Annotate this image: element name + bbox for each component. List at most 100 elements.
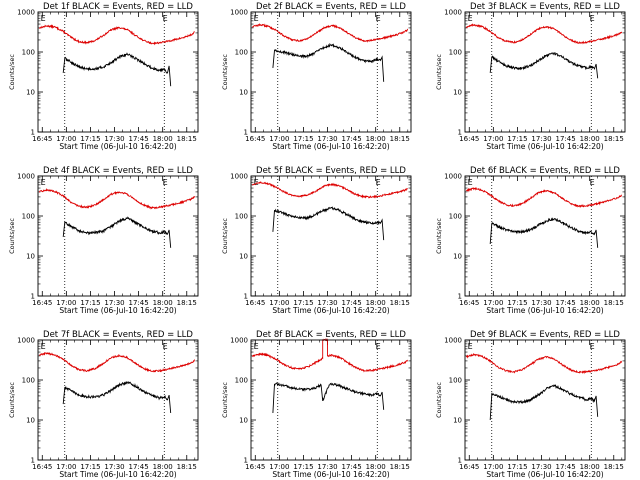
- x-tick-label: 18:00: [580, 463, 600, 471]
- y-axis-label: Counts/sec: [221, 382, 229, 418]
- x-tick-label: 17:30: [104, 463, 124, 471]
- flag-marker: E: [468, 178, 473, 187]
- panel-det-4: Det 4f BLACK = Events, RED = LLD 1 10 100 10…: [8, 166, 199, 315]
- y-tick-label: 10: [26, 89, 35, 97]
- events-rate-line: [62, 381, 172, 414]
- x-axis-label: Start Time (06-Jul-10 16:42:20): [272, 470, 389, 479]
- plot-frame: [37, 175, 199, 297]
- plot-frame: [250, 11, 412, 133]
- panel-title: Det 4f BLACK = Events, RED = LLD: [43, 166, 193, 176]
- plot-frame: [464, 175, 626, 297]
- flag-marker: E: [468, 14, 473, 23]
- y-tick-label: 1000: [444, 173, 462, 181]
- panel-det-2: Det 2f BLACK = Events, RED = LLD 1 10 100 10…: [221, 2, 412, 151]
- x-tick-label: 18:00: [580, 299, 600, 307]
- x-tick-label: 17:30: [104, 299, 124, 307]
- lld-rate-line: [251, 338, 408, 373]
- x-tick-label: 17:00: [483, 463, 503, 471]
- panel-title: Det 3f BLACK = Events, RED = LLD: [470, 2, 620, 12]
- flag-marker: E: [376, 14, 381, 23]
- panel-det-3: Det 3f BLACK = Events, RED = LLD 1 10 100 10…: [435, 2, 626, 151]
- x-tick-label: 17:30: [531, 463, 551, 471]
- x-tick-label: 17:00: [269, 135, 289, 143]
- x-tick-label: 18:00: [153, 299, 173, 307]
- y-tick-label: 1: [458, 293, 462, 301]
- x-tick-label: 17:30: [317, 463, 337, 471]
- y-tick-label: 100: [235, 213, 248, 221]
- x-tick-label: 17:45: [129, 135, 149, 143]
- x-tick-label: 16:45: [32, 463, 52, 471]
- x-tick-label: 17:15: [80, 135, 100, 143]
- flag-marker: E: [163, 342, 168, 351]
- x-tick-label: 17:45: [342, 135, 362, 143]
- x-tick-label: 17:15: [80, 463, 100, 471]
- panel-det-8: Det 8f BLACK = Events, RED = LLD 1 10 100 10…: [221, 330, 412, 479]
- events-rate-line: [489, 384, 599, 421]
- y-axis-label: Counts/sec: [8, 382, 16, 418]
- y-tick-label: 100: [22, 49, 35, 57]
- x-tick-label: 17:45: [129, 463, 149, 471]
- flag-marker: E: [468, 342, 473, 351]
- flag-marker: E: [376, 178, 381, 187]
- lld-rate-line: [38, 351, 196, 373]
- y-tick-label: 1: [244, 129, 248, 137]
- panel-title: Det 8f BLACK = Events, RED = LLD: [256, 330, 406, 340]
- x-tick-label: 17:30: [531, 135, 551, 143]
- x-axis-label: Start Time (06-Jul-10 16:42:20): [272, 142, 389, 151]
- y-tick-label: 1000: [444, 337, 462, 345]
- events-rate-line: [62, 52, 172, 87]
- x-axis-label: Start Time (06-Jul-10 16:42:20): [486, 306, 603, 315]
- x-tick-label: 17:45: [556, 463, 576, 471]
- flag-marker: E: [376, 342, 381, 351]
- x-axis-label: Start Time (06-Jul-10 16:42:20): [486, 142, 603, 151]
- x-tick-label: 18:15: [177, 463, 197, 471]
- plot-frame: [37, 11, 199, 133]
- x-tick-label: 17:30: [531, 299, 551, 307]
- x-tick-label: 17:45: [556, 299, 576, 307]
- lld-rate-line: [465, 352, 623, 375]
- lld-rate-line: [466, 186, 622, 209]
- x-tick-label: 18:15: [604, 299, 624, 307]
- y-tick-label: 100: [449, 377, 462, 385]
- x-tick-label: 18:15: [390, 135, 410, 143]
- x-tick-label: 17:15: [507, 299, 527, 307]
- panel-title: Det 2f BLACK = Events, RED = LLD: [256, 2, 406, 12]
- plot-frame: [464, 11, 626, 133]
- y-tick-label: 100: [449, 49, 462, 57]
- x-tick-label: 17:15: [293, 463, 313, 471]
- y-tick-label: 10: [239, 89, 248, 97]
- x-axis-label: Start Time (06-Jul-10 16:42:20): [59, 306, 176, 315]
- x-tick-label: 16:45: [245, 463, 265, 471]
- x-tick-label: 17:00: [56, 463, 76, 471]
- x-tick-label: 18:15: [177, 299, 197, 307]
- events-rate-line: [489, 217, 599, 248]
- panel-title: Det 1f BLACK = Events, RED = LLD: [43, 2, 193, 12]
- flag-marker: E: [590, 342, 595, 351]
- x-tick-label: 18:00: [580, 135, 600, 143]
- y-tick-label: 1000: [230, 9, 248, 17]
- x-tick-label: 16:45: [459, 299, 479, 307]
- lld-rate-line: [38, 24, 195, 46]
- y-tick-label: 10: [26, 253, 35, 261]
- x-tick-label: 18:00: [366, 135, 386, 143]
- panel-det-5: Det 5f BLACK = Events, RED = LLD 1 10 100 10…: [221, 166, 412, 315]
- x-tick-label: 17:30: [317, 135, 337, 143]
- plot-frame: [464, 339, 626, 461]
- y-tick-label: 10: [453, 253, 462, 261]
- x-axis-label: Start Time (06-Jul-10 16:42:20): [59, 470, 176, 479]
- y-tick-label: 100: [22, 213, 35, 221]
- y-tick-label: 1: [244, 293, 248, 301]
- y-tick-label: 1: [31, 457, 35, 465]
- flag-marker: E: [163, 14, 168, 23]
- x-tick-label: 17:00: [483, 135, 503, 143]
- plot-frame: [250, 339, 412, 461]
- x-tick-label: 16:45: [459, 463, 479, 471]
- lld-rate-line: [38, 188, 196, 210]
- y-tick-label: 1000: [17, 9, 35, 17]
- x-tick-label: 17:00: [269, 299, 289, 307]
- y-tick-label: 1000: [444, 9, 462, 17]
- y-tick-label: 10: [239, 253, 248, 261]
- x-axis-label: Start Time (06-Jul-10 16:42:20): [59, 142, 176, 151]
- flag-marker: E: [163, 178, 168, 187]
